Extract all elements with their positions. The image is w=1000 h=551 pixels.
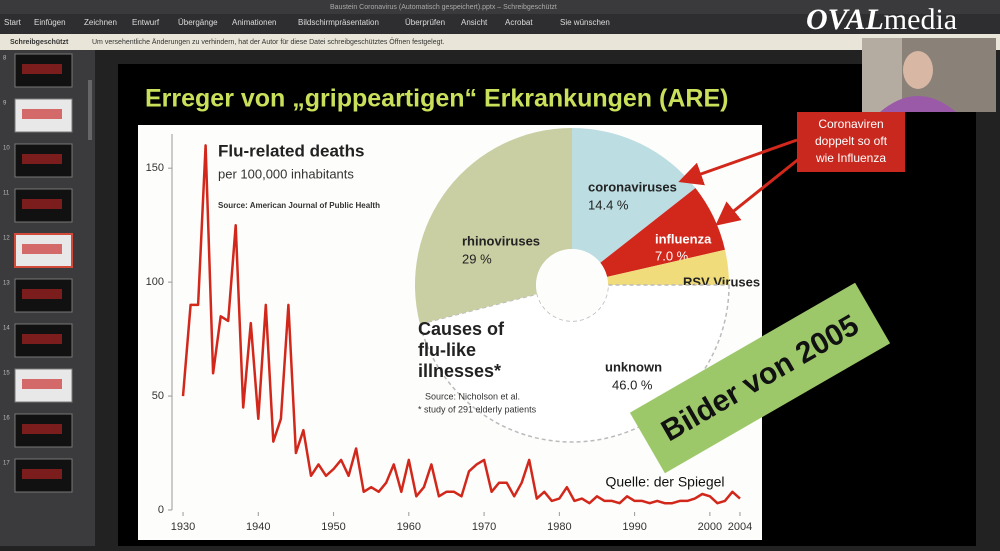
- thumbnail-detail: [22, 469, 62, 479]
- x-tick-label: 1950: [321, 521, 345, 533]
- thumbnail-number: 16: [3, 416, 10, 422]
- y-tick-label: 50: [152, 390, 164, 402]
- callout-text: doppelt so oft: [815, 134, 888, 148]
- y-tick-label: 150: [146, 162, 164, 174]
- x-tick-label: 1990: [622, 521, 646, 533]
- line-series: [181, 144, 741, 505]
- notice-text: Um versehentliche Änderungen zu verhinde…: [92, 38, 444, 46]
- menu-tab[interactable]: Ansicht: [461, 18, 488, 27]
- logo-part: OVAL: [806, 3, 884, 36]
- x-tick-label: 1960: [397, 521, 421, 533]
- slice-value: 14.4 %: [588, 197, 629, 212]
- pie-slice: [607, 249, 729, 285]
- title-bar: [0, 0, 1000, 14]
- pie-slice: [600, 187, 726, 277]
- thumbnail-number: 10: [3, 146, 10, 152]
- pie-title: flu-like: [418, 340, 476, 360]
- menu-tab[interactable]: Bildschirmpräsentation: [298, 18, 379, 27]
- y-tick-label: 100: [146, 276, 164, 288]
- x-tick-label: 1930: [171, 521, 195, 533]
- ribbon: [0, 14, 1000, 34]
- thumbnail-detail: [22, 244, 62, 254]
- chart-title: Flu-related deaths: [218, 141, 364, 160]
- scrollbar: [88, 80, 92, 140]
- thumbnail-detail: [22, 109, 62, 119]
- thumbnail-detail: [22, 379, 62, 389]
- thumbnail-detail: [22, 199, 62, 209]
- menu-tab[interactable]: Sie wünschen: [560, 18, 610, 27]
- image-source: Quelle: der Spiegel: [605, 474, 724, 490]
- x-tick-label: 2004: [728, 521, 752, 533]
- notice-label: Schreibgeschützt: [10, 39, 69, 46]
- pie-source: Source: Nicholson et al.: [425, 391, 520, 401]
- pie-title: Causes of: [418, 319, 505, 339]
- callout-text: Coronaviren: [818, 117, 883, 131]
- menu-tab[interactable]: Animationen: [232, 18, 276, 27]
- callout-text: wie Influenza: [815, 151, 886, 165]
- thumbnail-detail: [22, 64, 62, 74]
- pie-slice: [572, 128, 696, 263]
- slice-value: 29 %: [462, 251, 492, 266]
- chart-subtitle: per 100,000 inhabitants: [218, 166, 354, 181]
- x-tick-label: 1940: [246, 521, 270, 533]
- slice-label: influenza: [655, 231, 712, 246]
- file-title: Baustein Coronavirus (Automatisch gespei…: [330, 4, 557, 11]
- thumbnail-number: 14: [3, 326, 10, 332]
- thumbnail-detail: [22, 154, 62, 164]
- thumbnail-number: 17: [3, 461, 10, 467]
- menu-tab[interactable]: Übergänge: [178, 18, 218, 27]
- stamp-box: [629, 282, 891, 474]
- slice-label: unknown: [605, 359, 662, 374]
- thumbnail-number: 12: [3, 236, 10, 242]
- y-tick-label: 0: [158, 504, 164, 516]
- thumbnails: 8 9 10 11 12 13 14 15 16 17: [3, 53, 73, 493]
- menu: Start Einfügen Zeichnen Entwurf Übergäng…: [4, 18, 610, 27]
- slide-title: Erreger von „grippeartigen“ Erkrankungen…: [145, 85, 728, 113]
- notice-bar: [0, 34, 1000, 50]
- menu-tab[interactable]: Start: [4, 18, 22, 27]
- chart-source: Source: American Journal of Public Healt…: [218, 201, 380, 210]
- pie-title: illnesses*: [418, 361, 501, 381]
- thumbnail-detail: [22, 424, 62, 434]
- menu-tab[interactable]: Entwurf: [132, 18, 160, 27]
- x-tick-label: 1980: [547, 521, 571, 533]
- thumbnail-number: 11: [3, 191, 10, 197]
- menu-tab[interactable]: Einfügen: [34, 18, 66, 27]
- thumbnail-detail: [22, 334, 62, 344]
- logo: OVALmedia: [806, 3, 957, 36]
- slice-value: 7.0 %: [655, 248, 689, 263]
- webcam-face: [903, 51, 933, 89]
- x-tick-label: 2000: [698, 521, 722, 533]
- thumbnail-detail: [22, 289, 62, 299]
- thumbnail-number: 9: [3, 101, 7, 107]
- thumbnail-number: 15: [3, 371, 10, 377]
- pie-slice: [414, 128, 572, 325]
- slice-label: rhinoviruses: [462, 233, 540, 248]
- menu-tab[interactable]: Überprüfen: [405, 18, 445, 27]
- slice-label: coronaviruses: [588, 179, 677, 194]
- menu-tab[interactable]: Zeichnen: [84, 18, 117, 27]
- menu-tab[interactable]: Acrobat: [505, 18, 533, 27]
- webcam-bg: [862, 38, 902, 112]
- logo-part: media: [884, 3, 957, 36]
- callout-box: [797, 112, 905, 172]
- pie-note: * study of 291 elderly patients: [418, 404, 537, 414]
- callout-arrow: [678, 138, 798, 186]
- thumbnail-number: 8: [3, 56, 7, 62]
- webcam-body: [880, 96, 956, 112]
- callout-arrow: [715, 156, 801, 226]
- x-tick-label: 1970: [472, 521, 496, 533]
- pie-hole: [536, 249, 608, 321]
- thumbnail-number: 13: [3, 281, 10, 287]
- slice-value: 46.0 %: [612, 377, 653, 392]
